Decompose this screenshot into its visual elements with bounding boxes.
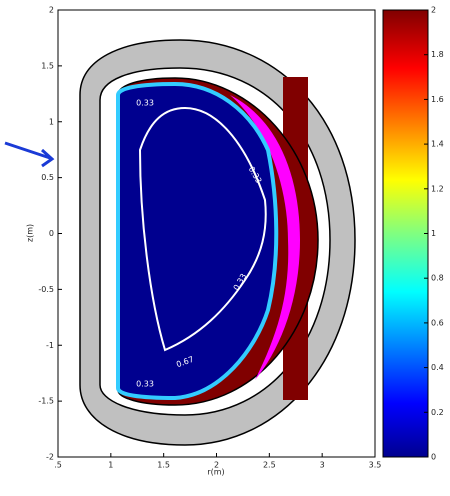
- crescent: [230, 95, 300, 380]
- colorbar-tick-label: 0.2: [431, 408, 444, 417]
- x-label: r(m): [207, 468, 224, 477]
- y-tick-label: 0: [49, 229, 54, 238]
- y-tick-label: -2: [46, 453, 54, 462]
- y-tick-label: -1.5: [38, 397, 54, 406]
- y-tick-label: -0.5: [38, 285, 54, 294]
- contour-line: [138, 106, 267, 352]
- x-tick-label: 2: [214, 461, 219, 470]
- colorbar-tick-label: 0: [431, 453, 436, 462]
- x-tick-label: 1: [108, 461, 113, 470]
- x-tick-label: 3: [320, 461, 325, 470]
- contour-label: 0.33: [136, 380, 154, 389]
- arrow: [4, 141, 55, 168]
- x-tick-label: 2.5: [263, 461, 276, 470]
- x-tick-label: 3.5: [369, 461, 382, 470]
- x-tick-label: 1.5: [157, 461, 170, 470]
- y-label: z(m): [26, 224, 35, 242]
- y-tick-label: 0.5: [41, 173, 54, 182]
- y-tick-label: -1: [46, 341, 54, 350]
- colorbar-tick-label: 1.4: [431, 140, 444, 149]
- y-tick-label: 2: [49, 6, 54, 15]
- colorbar-tick-label: 2: [431, 6, 436, 15]
- colorbar-tick-label: 1.8: [431, 50, 444, 59]
- vessel-wall: [79, 39, 356, 446]
- colorbar: [382, 9, 429, 458]
- colorbar-tick-label: 0.6: [431, 318, 444, 327]
- colorbar-tick-label: 1.6: [431, 95, 444, 104]
- x-tick-label: .5: [54, 461, 62, 470]
- colorbar-tick-label: 0.8: [431, 274, 444, 283]
- y-tick-label: 1: [49, 117, 54, 126]
- colorbar-tick-label: 0.4: [431, 363, 444, 372]
- colorbar-tick-label: 1: [431, 229, 436, 238]
- contour-label: 0.33: [136, 99, 154, 108]
- y-tick-label: 1.5: [41, 61, 54, 70]
- colorbar-tick-label: 1.2: [431, 184, 444, 193]
